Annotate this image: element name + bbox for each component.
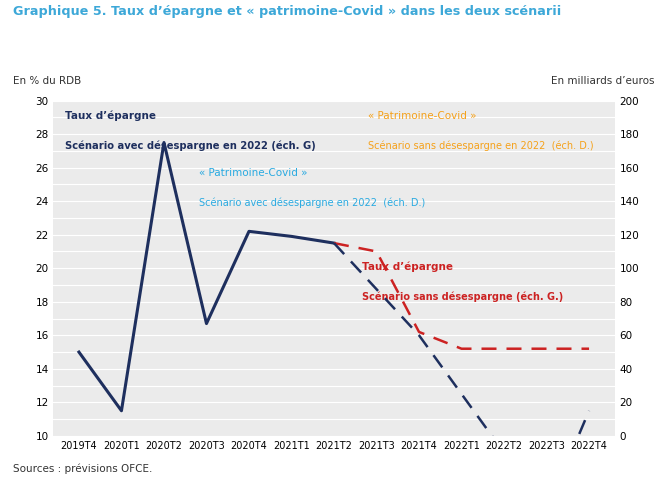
Bar — [446, 159, 462, 436]
Text: Graphique 5. Taux d’épargne et « patrimoine-Covid » dans les deux scénarii: Graphique 5. Taux d’épargne et « patrimo… — [13, 5, 562, 18]
Text: En % du RDB: En % du RDB — [13, 76, 81, 86]
Text: Scénario avec désespargne en 2022 (éch. G): Scénario avec désespargne en 2022 (éch. … — [65, 141, 315, 151]
Bar — [488, 159, 504, 436]
Bar — [403, 159, 419, 436]
Bar — [462, 176, 478, 436]
Text: Scénario sans désespargne (éch. G.): Scénario sans désespargne (éch. G.) — [362, 292, 563, 302]
Bar — [318, 176, 334, 436]
Text: Taux d’épargne: Taux d’épargne — [362, 262, 453, 272]
Bar — [573, 159, 589, 436]
Text: Sources : prévisions OFCE.: Sources : prévisions OFCE. — [13, 464, 153, 474]
Bar — [530, 159, 546, 436]
Text: « Patrimoine-Covid »: « Patrimoine-Covid » — [199, 168, 308, 178]
Bar — [504, 176, 520, 436]
Bar — [206, 168, 222, 436]
Text: Scénario avec désespargne en 2022  (éch. D.): Scénario avec désespargne en 2022 (éch. … — [199, 198, 426, 208]
Text: Taux d’épargne: Taux d’épargne — [65, 111, 156, 121]
Bar — [291, 235, 308, 436]
Text: Scénario sans désespargne en 2022  (éch. D.): Scénario sans désespargne en 2022 (éch. … — [367, 141, 593, 151]
Bar — [233, 235, 249, 436]
Bar — [589, 218, 605, 436]
Bar — [275, 235, 291, 436]
Bar — [249, 235, 265, 436]
Bar — [190, 260, 206, 436]
Bar — [164, 168, 180, 436]
Text: « Patrimoine-Covid »: « Patrimoine-Covid » — [367, 111, 476, 121]
Bar — [360, 168, 377, 436]
Bar — [106, 319, 122, 436]
Bar — [334, 193, 350, 436]
Bar — [419, 168, 435, 436]
Bar — [546, 188, 562, 436]
Bar — [148, 268, 164, 436]
Text: En milliards d’euros: En milliards d’euros — [551, 76, 655, 86]
Bar — [377, 176, 393, 436]
